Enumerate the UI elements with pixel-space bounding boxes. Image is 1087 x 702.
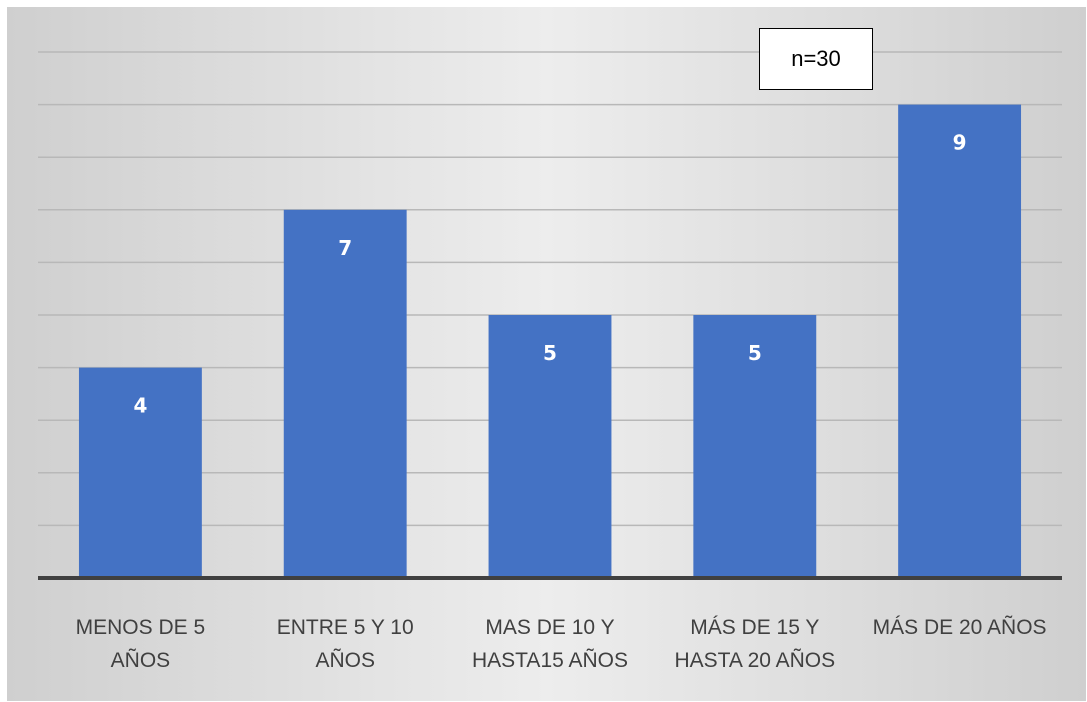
bar [283,209,407,579]
sample-size-text: n=30 [791,46,841,71]
bar [693,315,817,578]
category-label: MENOS DE 5 [76,616,206,639]
data-labels: 4 7 5 5 9 [133,131,966,418]
bar-value-label: 5 [543,341,557,365]
category-label: HASTA 20 AÑOS [674,648,835,672]
category-labels: MENOS DE 5 AÑOS ENTRE 5 Y 10 AÑOS MAS DE 10 … [76,615,1047,672]
sample-size-annotation: n=30 [759,28,873,90]
bar-value-label: 7 [338,236,352,260]
category-label: MÁS DE 20 AÑOS [873,615,1047,639]
category-label: HASTA15 AÑOS [472,648,628,672]
category-label: AÑOS [315,648,375,672]
bar [488,315,612,578]
bar [898,104,1022,578]
bar-value-label: 5 [748,341,762,365]
category-label: ENTRE 5 Y 10 [277,616,414,639]
category-label: MAS DE 10 Y [485,616,614,639]
bar-value-label: 9 [953,131,967,155]
category-label: MÁS DE 15 Y [690,616,819,639]
category-label: AÑOS [111,648,171,672]
bar [78,367,202,578]
bars [78,104,1022,579]
bar-value-label: 4 [133,394,147,418]
